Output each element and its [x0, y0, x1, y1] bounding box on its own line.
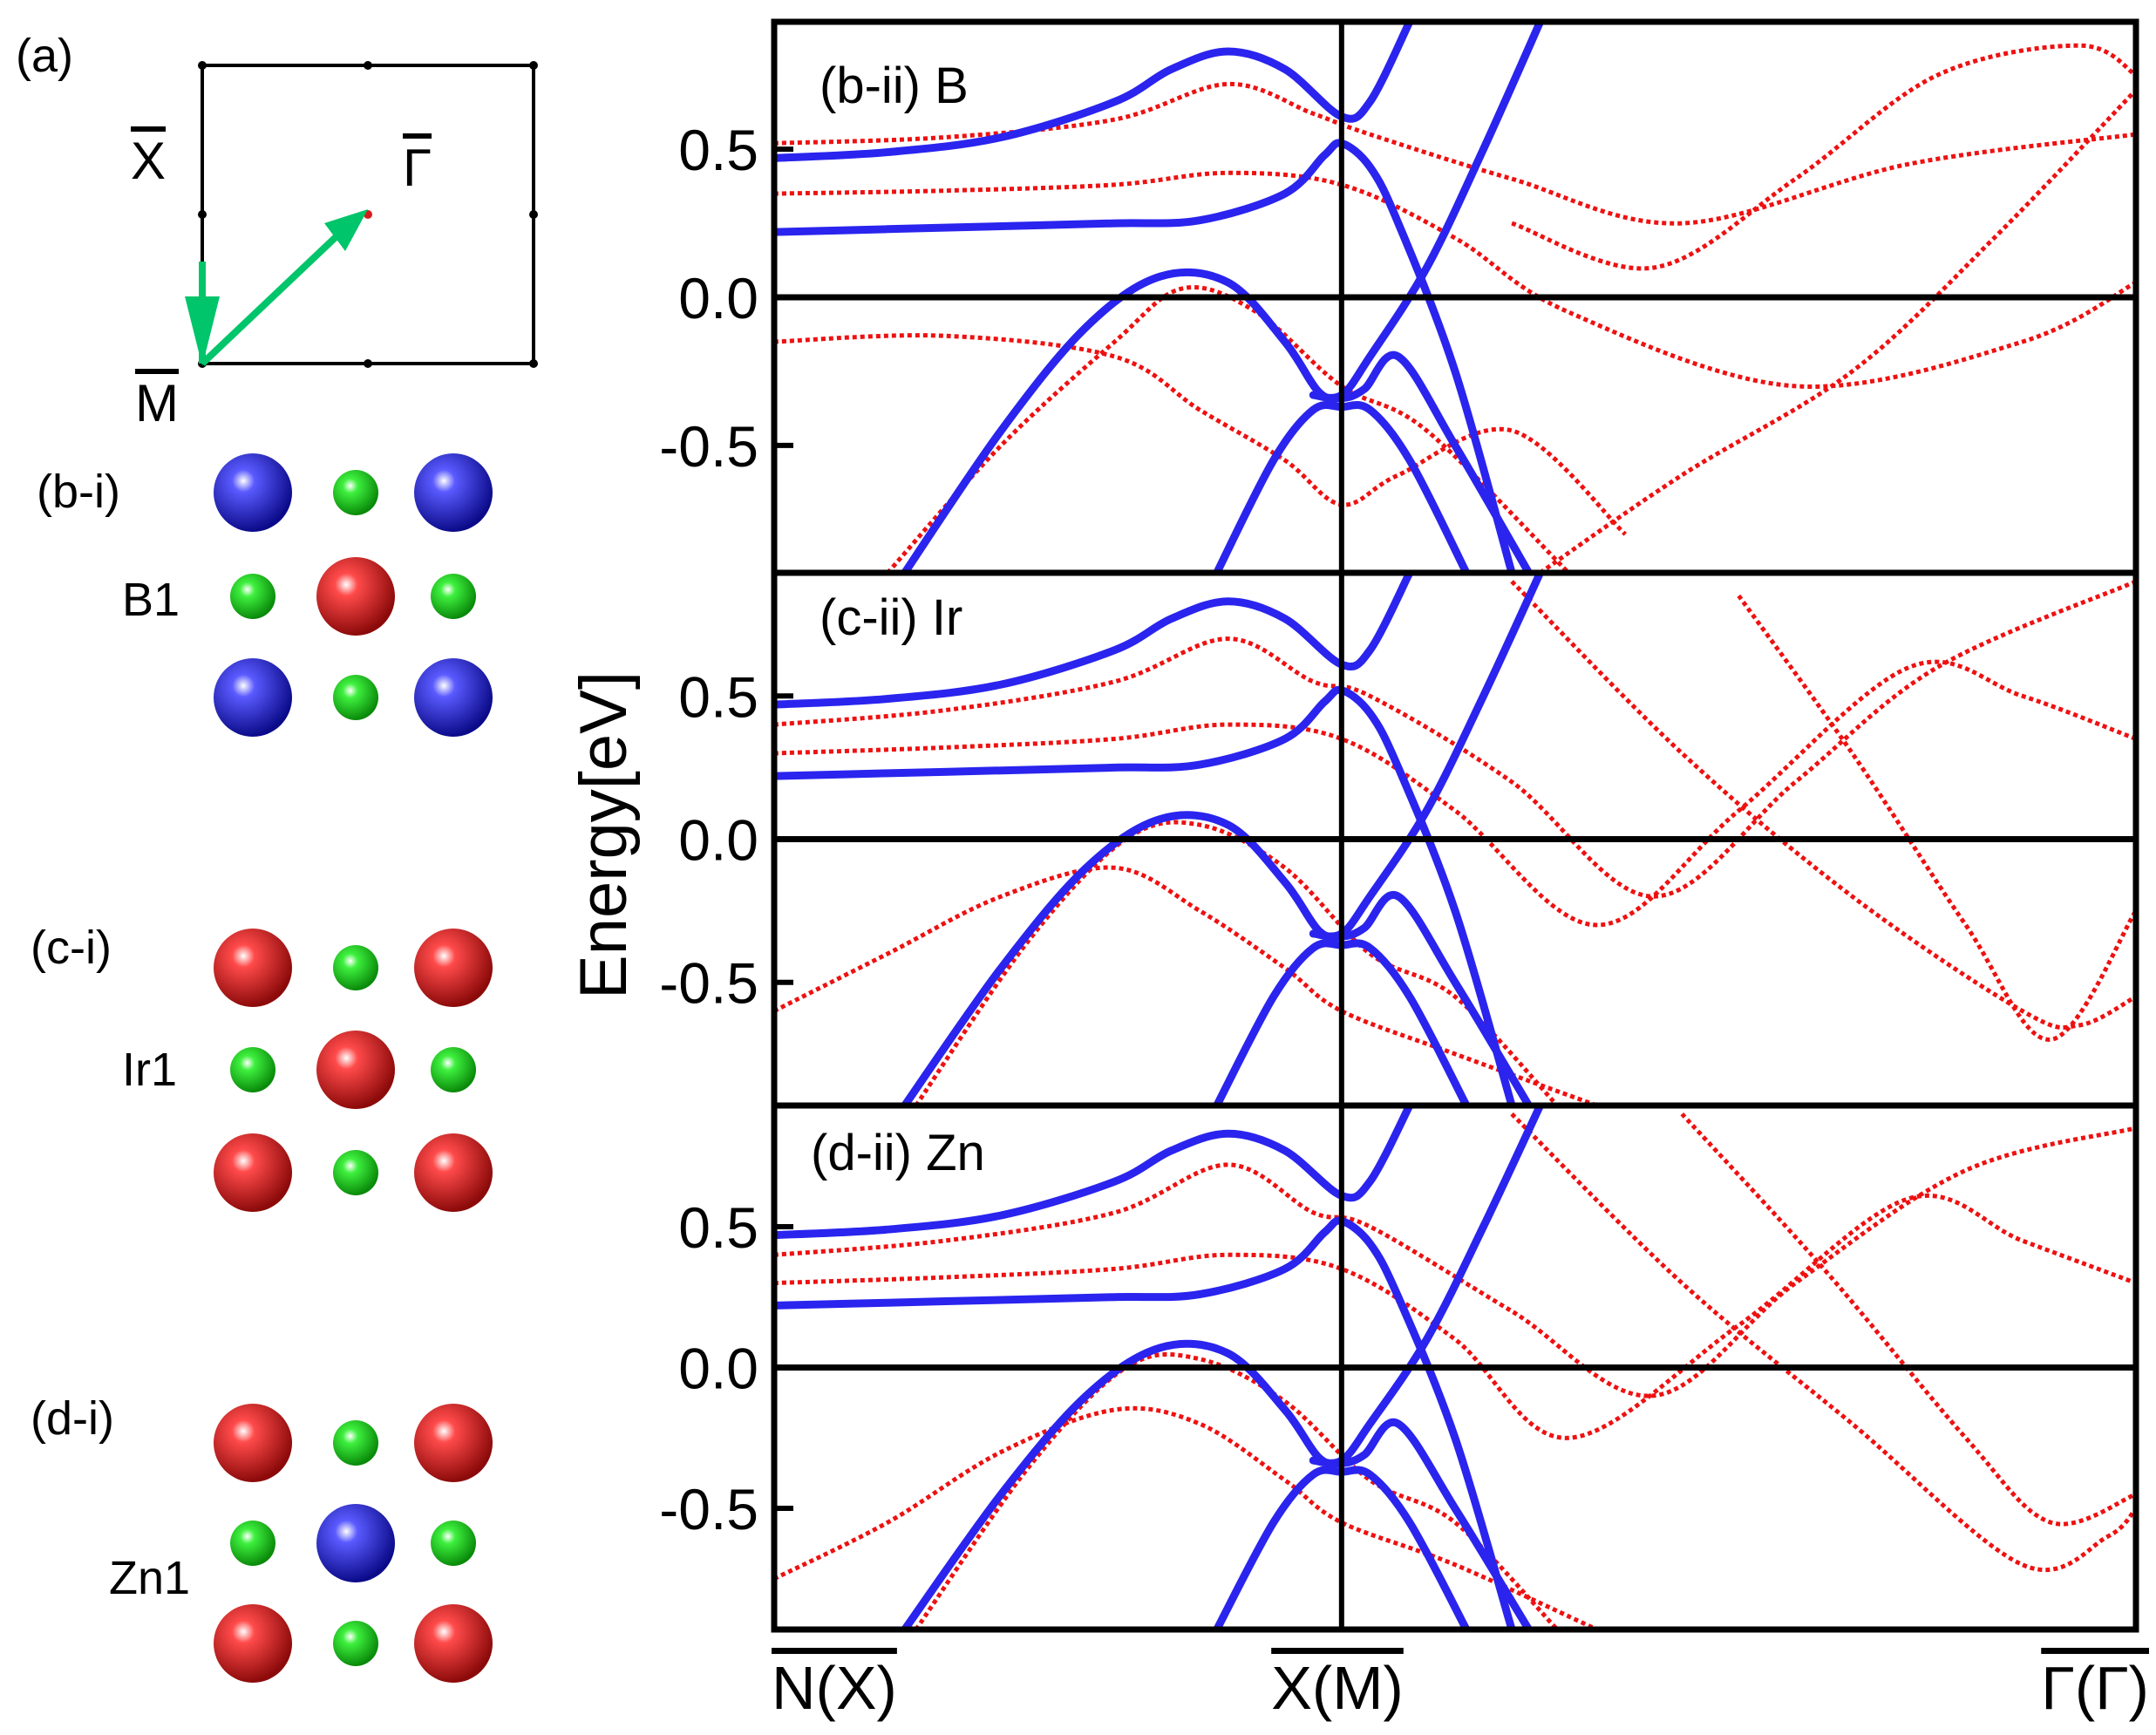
band-line-slab-3: [774, 333, 1627, 536]
band-line-bulk-upper-2: [774, 685, 1516, 1106]
atom-green: [333, 675, 378, 720]
band-line-slab-6: [1539, 88, 2136, 573]
band-panel-c: 0.5 0.0 -0.5 (c-ii) Ir: [659, 569, 2139, 1109]
band-line-bulk-valence-1: [901, 1339, 1534, 1630]
x-tick-label-gamma: Γ(Γ): [2041, 1654, 2149, 1722]
structure-c-i: (c-i) Ir1: [31, 922, 493, 1212]
band-line-bulk-cross: [1309, 1106, 1545, 1467]
y-axis-label: Energy[eV]: [567, 671, 641, 999]
atom-green: [333, 1150, 378, 1195]
y-tick-label: 0.5: [678, 664, 758, 729]
atom-red: [316, 557, 395, 636]
band-line-slab-5: [1510, 1112, 2136, 1573]
structure-d-label: (d-i): [31, 1392, 114, 1445]
band-line-slab-1: [774, 579, 2136, 899]
panel-title-c: (c-ii) Ir: [820, 589, 962, 646]
gamma-bar-label: Γ: [403, 139, 432, 197]
band-line-slab-5: [1510, 580, 2136, 1030]
y-tick-label: -0.5: [659, 1477, 758, 1541]
band-line-bulk-upper-2: [774, 139, 1516, 573]
y-ticks: 0.5 0.0 -0.5: [659, 664, 793, 1016]
band-line-bulk-valence-1: [901, 268, 1534, 573]
band-line-bulk-upper-1: [774, 573, 1414, 709]
atom-green: [333, 1420, 378, 1466]
x-bar-label: X: [131, 132, 166, 190]
atom-red: [214, 1133, 292, 1212]
panel-a-label: (a): [16, 30, 73, 82]
atom-red: [214, 1404, 292, 1482]
atom-blue: [214, 658, 292, 737]
site-zn1-label: Zn1: [109, 1552, 190, 1604]
band-line-bulk-upper-1: [774, 1106, 1414, 1240]
y-tick-label: 0.0: [678, 1337, 758, 1401]
atom-red: [414, 1604, 493, 1683]
k-path-arrows: [185, 209, 368, 366]
brillouin-zone-panel: (a) X Γ M: [16, 30, 538, 432]
y-ticks: 0.5 0.0 -0.5: [659, 118, 793, 479]
y-ticks: 0.5 0.0 -0.5: [659, 1195, 793, 1541]
atom-red: [316, 1031, 395, 1109]
atom-blue: [414, 658, 493, 737]
band-line-bulk-upper-1: [774, 22, 1414, 162]
band-line-bulk-upper-2: [774, 1216, 1516, 1630]
series-layer: [774, 22, 2136, 573]
band-line-slab-4: [914, 1352, 1560, 1630]
panel-title-b: (b-ii) B: [820, 58, 969, 114]
atom-green: [431, 574, 476, 619]
band-line-bulk-cross: [1309, 573, 1545, 941]
atom-green: [431, 1521, 476, 1566]
atom-green: [333, 1621, 378, 1666]
panel-title-d: (d-ii) Zn: [811, 1125, 985, 1181]
site-b1-label: B1: [122, 574, 180, 626]
structure-b-i: (b-i) B1: [37, 453, 493, 737]
band-line-slab-4: [914, 820, 1560, 1106]
x-tick-label-x: X(M): [1271, 1654, 1404, 1722]
atom-red: [214, 929, 292, 1007]
band-line-slab-4: [886, 285, 1570, 573]
y-tick-label: 0.0: [678, 266, 758, 330]
atom-green: [230, 1047, 275, 1092]
structure-d-i: (d-i) Zn1: [31, 1392, 493, 1683]
band-line-slab-6: [1737, 594, 2136, 1042]
band-panel-b: 0.5 0.0 -0.5 (b-ii) B: [659, 18, 2139, 576]
structure-c-label: (c-i): [31, 922, 112, 974]
structure-b-label: (b-i): [37, 466, 120, 518]
y-tick-label: 0.5: [678, 118, 758, 182]
atom-blue: [414, 453, 493, 532]
band-line-slab-5: [1511, 43, 2136, 271]
atom-green: [230, 574, 275, 619]
atom-red: [414, 1404, 493, 1482]
series-layer: [774, 573, 2136, 1106]
site-ir1-label: Ir1: [122, 1044, 177, 1096]
atom-green: [333, 470, 378, 515]
band-line-bulk-valence-1: [901, 811, 1534, 1106]
y-tick-label: 0.5: [678, 1195, 758, 1260]
atom-green: [431, 1047, 476, 1092]
y-tick-label: 0.0: [678, 808, 758, 873]
band-line-slab-2: [774, 659, 2136, 928]
atom-blue: [214, 453, 292, 532]
atom-red: [414, 929, 493, 1007]
y-tick-label: -0.5: [659, 414, 758, 479]
atom-red: [414, 1133, 493, 1212]
y-tick-label: -0.5: [659, 951, 758, 1016]
band-line-bulk-cross: [1309, 22, 1545, 402]
band-line-slab-3: [774, 865, 1598, 1106]
band-line-slab-3: [774, 1405, 1598, 1630]
band-line-slab-2: [774, 170, 2136, 389]
band-panel-d: 0.5 0.0 -0.5 (d-ii) Zn: [659, 1102, 2139, 1633]
m-bar-label: M: [135, 374, 179, 432]
band-line-slab-2: [774, 1193, 2136, 1440]
atom-green: [230, 1521, 275, 1566]
band-line-slab-6: [1680, 1112, 2136, 1527]
band-line-slab-1: [774, 81, 2136, 226]
atom-blue: [316, 1504, 395, 1582]
x-tick-label-n: N(X): [772, 1654, 897, 1722]
atom-red: [214, 1604, 292, 1683]
atom-green: [333, 945, 378, 990]
